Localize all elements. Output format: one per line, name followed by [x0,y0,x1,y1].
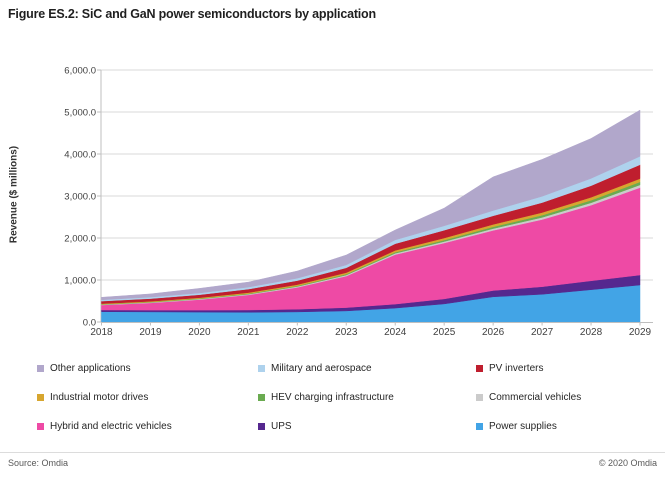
legend-item-commercial-vehicles: Commercial vehicles [476,389,659,406]
legend-swatch-commercial-vehicles [476,394,483,401]
x-tick-label: 2020 [188,327,211,338]
legend-label: HEV charging infrastructure [271,392,394,403]
y-tick-label: 2,000.0 [64,234,96,245]
legend-label: PV inverters [489,363,544,374]
legend-swatch-power-supplies [476,423,483,430]
legend-item-industrial-motor-drives: Industrial motor drives [37,389,258,406]
x-tick-label: 2029 [629,327,652,338]
x-tick-label: 2024 [384,327,407,338]
x-tick-label: 2021 [237,327,260,338]
legend-swatch-other-applications [37,365,44,372]
y-tick-label: 6,000.0 [64,66,96,77]
x-tick-label: 2019 [139,327,162,338]
legend-item-military-and-aerospace: Military and aerospace [258,360,476,377]
legend-label: Hybrid and electric vehicles [50,421,172,432]
legend-item-pv-inverters: PV inverters [476,360,659,377]
legend-label: Commercial vehicles [489,392,582,403]
legend-item-ups: UPS [258,418,476,435]
x-tick-label: 2025 [433,327,456,338]
figure-title: Figure ES.2: SiC and GaN power semicondu… [8,7,376,21]
legend-label: Industrial motor drives [50,392,149,403]
x-tick-label: 2028 [580,327,603,338]
legend-swatch-hybrid-and-electric-vehicles [37,423,44,430]
chart-legend: Other applications Military and aerospace… [37,360,659,435]
legend-label: Military and aerospace [271,363,372,374]
x-tick-label: 2027 [531,327,554,338]
x-tick-label: 2022 [286,327,309,338]
y-tick-label: 3,000.0 [64,192,96,203]
y-tick-label: 5,000.0 [64,108,96,119]
legend-item-hybrid-and-electric-vehicles: Hybrid and electric vehicles [37,418,258,435]
x-tick-label: 2026 [482,327,505,338]
y-tick-label: 1,000.0 [64,276,96,287]
legend-item-other-applications: Other applications [37,360,258,377]
legend-swatch-hev-charging-infrastructure [258,394,265,401]
copyright-notice: © 2020 Omdia [598,458,657,468]
legend-label: Other applications [50,363,131,374]
area-other-applications [101,109,641,301]
legend-swatch-industrial-motor-drives [37,394,44,401]
legend-item-power-supplies: Power supplies [476,418,659,435]
y-tick-label: 4,000.0 [64,150,96,161]
x-tick-label: 2018 [90,327,113,338]
y-tick-label: 0.0 [83,318,96,329]
legend-swatch-pv-inverters [476,365,483,372]
legend-swatch-ups [258,423,265,430]
source-credit: Source: Omdia [8,458,69,468]
legend-swatch-military-and-aerospace [258,365,265,372]
footer-divider [0,452,665,453]
legend-item-hev-charging-infrastructure: HEV charging infrastructure [258,389,476,406]
legend-label: UPS [271,421,292,432]
x-tick-label: 2023 [335,327,358,338]
legend-label: Power supplies [489,421,557,432]
